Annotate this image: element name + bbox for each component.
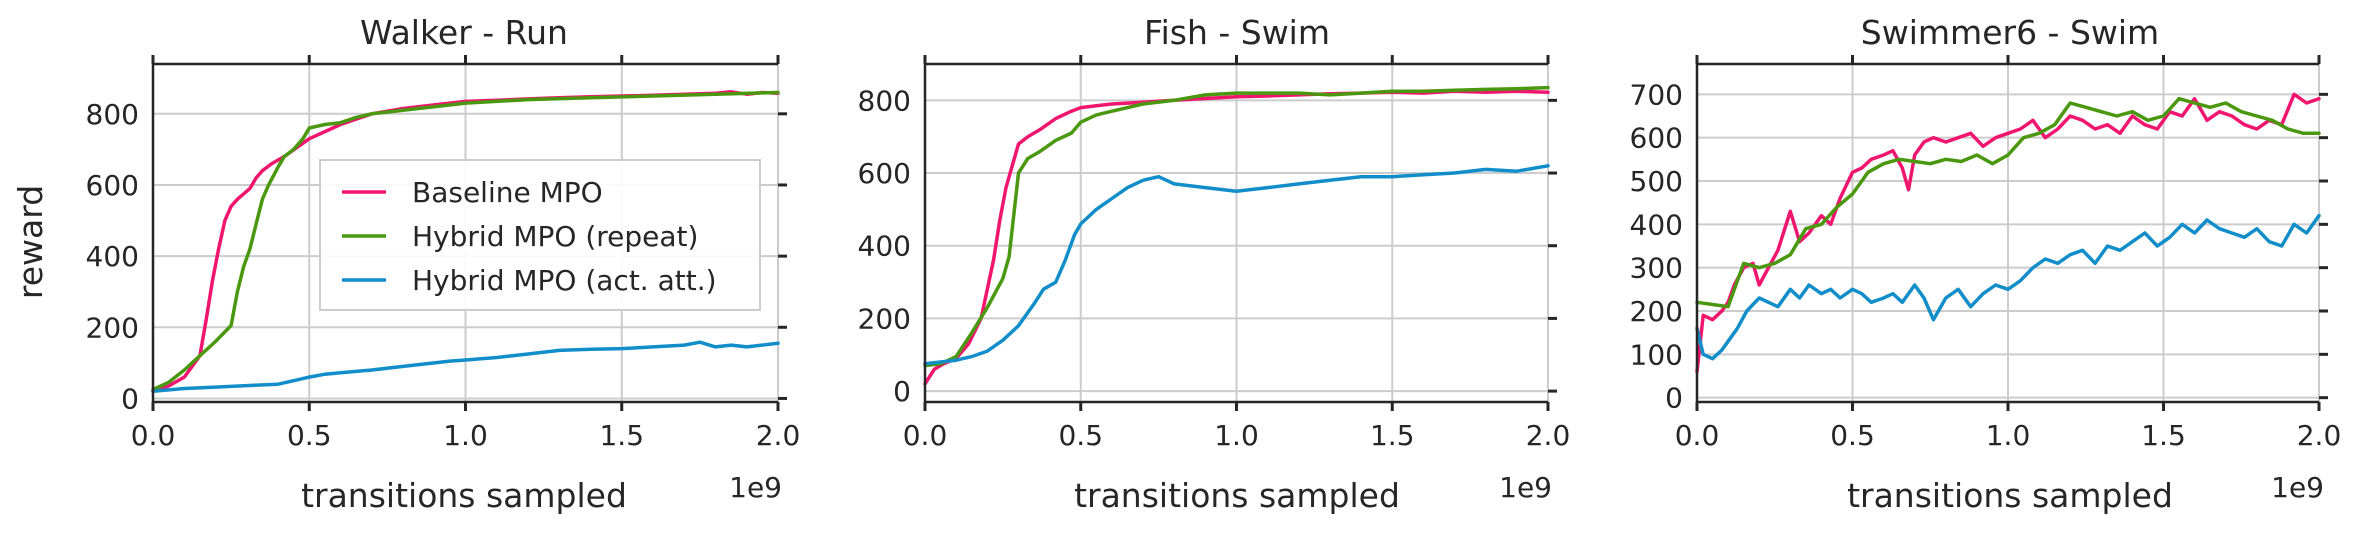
y-tick-label: 300 (1630, 252, 1683, 285)
x-tick-label: 0.0 (903, 419, 948, 452)
legend-label-baseline-mpo: Baseline MPO (412, 176, 603, 209)
legend-frame (319, 159, 761, 311)
y-tick-label: 800 (858, 84, 911, 117)
series-line-hybrid-mpo-act-att (1695, 213, 2321, 361)
x-tick-label: 1.5 (599, 419, 644, 452)
series-line-hybrid-mpo-repeat (923, 85, 1550, 368)
y-tick-label: 0 (121, 382, 139, 415)
series-line-hybrid-mpo-repeat (151, 90, 780, 392)
y-tick-label: 200 (86, 311, 139, 344)
x-tick-label: 0.5 (287, 419, 332, 452)
chart-swimmer6-swim: Swimmer6 - Swim transitions sampled 1e9 … (1630, 13, 2342, 515)
series-line-hybrid-mpo-act-att (923, 164, 1550, 366)
y-tick-label: 600 (86, 169, 139, 202)
x-tick-label: 2.0 (756, 419, 801, 452)
series-group (1695, 92, 2321, 374)
x-tick-label: 0.0 (1675, 419, 1720, 452)
y-tick-label: 400 (1630, 208, 1683, 241)
x-tick-label: 2.0 (1526, 419, 1571, 452)
y-tick-label: 600 (1630, 122, 1683, 155)
y-axis-label: reward (11, 185, 50, 299)
chart-title: Swimmer6 - Swim (1861, 13, 2159, 52)
y-tick-label: 0 (1665, 382, 1683, 415)
series-group (923, 85, 1550, 386)
x-tick-label: 1.5 (1370, 419, 1415, 452)
y-tick-label: 400 (86, 240, 139, 273)
y-tick-label: 100 (1630, 338, 1683, 371)
y-tick-label: 400 (858, 230, 911, 263)
x-tick-label: 0.0 (131, 419, 176, 452)
chart-fish-swim: Fish - Swim transitions sampled 1e9 0.0 0… (858, 13, 1571, 515)
x-tick-label: 0.5 (1830, 419, 1875, 452)
y-tick-label: 700 (1630, 78, 1683, 111)
x-axis-label: transitions sampled (1847, 476, 2173, 515)
y-tick-label: 200 (858, 302, 911, 335)
x-axis-label: transitions sampled (301, 476, 627, 515)
x-tick-label: 2.0 (2297, 419, 2342, 452)
series-line-hybrid-mpo-repeat (1695, 96, 2321, 309)
chart-walker-run: Walker - Run transitions sampled 1e9 0.0… (86, 13, 801, 515)
series-line-hybrid-mpo-act-att (151, 340, 780, 394)
y-tick-label: 800 (86, 98, 139, 131)
series-group (151, 90, 780, 394)
y-tick-label: 600 (858, 157, 911, 190)
grid (924, 64, 1549, 402)
x-offset-label: 1e9 (2271, 471, 2324, 504)
x-tick-label: 1.0 (1214, 419, 1259, 452)
x-tick-label: 1.0 (1986, 419, 2031, 452)
legend-label-hybrid-mpo-act-att: Hybrid MPO (act. att.) (412, 264, 717, 297)
y-tick-label: 200 (1630, 295, 1683, 328)
y-tick-label: 0 (893, 375, 911, 408)
x-offset-label: 1e9 (729, 471, 782, 504)
x-offset-label: 1e9 (1499, 471, 1552, 504)
x-tick-label: 1.0 (443, 419, 488, 452)
chart-title: Walker - Run (360, 13, 568, 52)
chart-title: Fish - Swim (1144, 13, 1330, 52)
series-line-baseline-mpo (1695, 92, 2321, 374)
x-tick-label: 1.5 (2141, 419, 2186, 452)
y-tick-label: 500 (1630, 165, 1683, 198)
legend-label-hybrid-mpo-repeat: Hybrid MPO (repeat) (412, 220, 698, 253)
x-axis-label: transitions sampled (1074, 476, 1400, 515)
x-tick-label: 0.5 (1058, 419, 1103, 452)
legend: Baseline MPO Hybrid MPO (repeat) Hybrid MP… (319, 159, 761, 311)
